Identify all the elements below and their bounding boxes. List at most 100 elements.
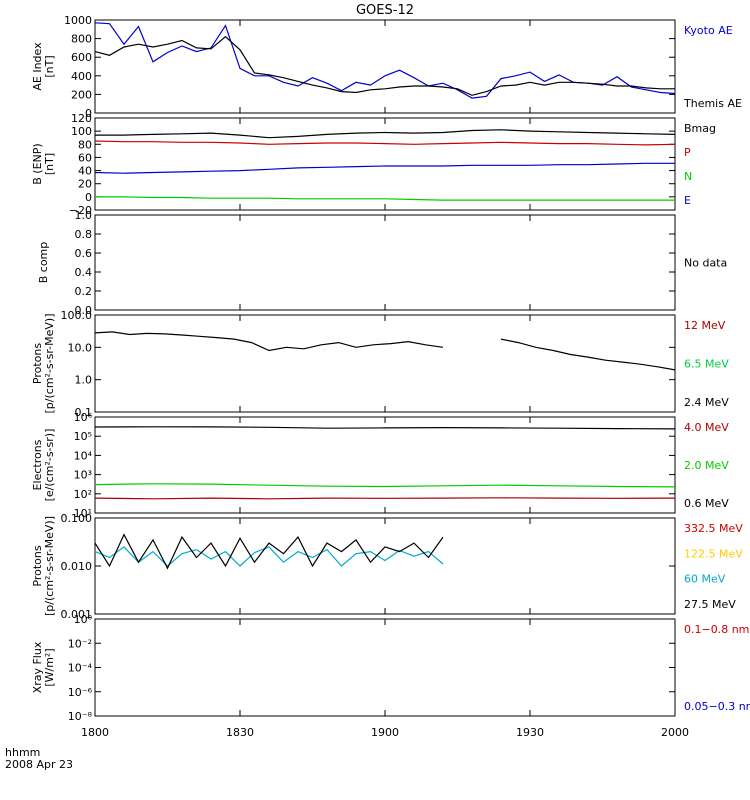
y-tick-label: 10⁴ <box>74 449 93 462</box>
y-tick-label: 10.0 <box>68 341 93 354</box>
x-axis-corner-bottom: 2008 Apr 23 <box>5 758 73 771</box>
y-tick-label: 10³ <box>74 469 92 482</box>
x-tick-label: 1830 <box>226 726 254 739</box>
y-tick-label: 0.8 <box>75 228 93 241</box>
y-tick-label: 10⁻² <box>68 637 92 650</box>
y-tick-label: 1000 <box>64 14 92 27</box>
legend: No data <box>684 257 727 270</box>
panel-ae: 0 200 400 600 800 1000 AE Index [nT] Kyoto AE The… <box>31 14 742 120</box>
legend-entry: E <box>684 194 691 207</box>
y-tick-label: 0.001 <box>61 608 93 621</box>
series-line <box>94 140 676 146</box>
legend-entry: 332.5 MeV <box>684 522 743 535</box>
y-tick-label: 0.4 <box>75 266 93 279</box>
legend: 332.5 MeV 122.5 MeV 60 MeV 27.5 MeV <box>684 522 743 611</box>
legend-entry: Kyoto AE <box>684 24 733 37</box>
x-axis: 1800 1830 1900 1930 2000 <box>81 20 689 739</box>
series-line <box>94 162 675 174</box>
x-tick-label: 1930 <box>516 726 544 739</box>
y-tick-label: 100.0 <box>61 309 93 322</box>
legend-entry: 2.0 MeV <box>684 459 729 472</box>
legend-entry: 0.1−0.8 nm <box>684 623 749 636</box>
panel-frame <box>94 618 676 717</box>
panel-frame <box>94 19 676 114</box>
series-line <box>94 533 444 570</box>
panel-bcomp: 0.0 0.2 0.4 0.6 0.8 1.0 B comp No data <box>37 209 727 317</box>
y-axis-label: B comp <box>37 242 50 284</box>
series-line <box>95 129 676 139</box>
legend-entry: P <box>684 146 691 159</box>
y-axis-label: AE Index <box>31 42 44 91</box>
y-tick-label: 10⁻⁸ <box>68 710 93 723</box>
y-tick-label: 10⁶ <box>74 411 93 424</box>
panel-frame <box>94 117 676 211</box>
series-line <box>94 22 676 99</box>
y-axis-label: B (ENP) <box>31 143 44 184</box>
x-tick-label: 1900 <box>371 726 399 739</box>
y-tick-label: 0.2 <box>75 285 93 298</box>
series-line <box>94 331 444 352</box>
y-tick-label: 10² <box>74 488 92 501</box>
series-line <box>94 35 675 96</box>
y-tick-label: 600 <box>71 51 92 64</box>
y-tick-label: 80 <box>78 138 92 151</box>
panel-xray: 10⁻⁸ 10⁻⁶ 10⁻⁴ 10⁻² 10⁰ Xray Flux [W/m²] 0.1−0.… <box>31 613 750 723</box>
series-line <box>94 497 676 500</box>
legend-entry: 0.6 MeV <box>684 497 729 510</box>
series-line <box>500 338 676 371</box>
legend: Bmag PNE <box>684 122 716 207</box>
legend: 0.1−0.8 nm 0.05−0.3 nm <box>684 623 750 713</box>
panel-frame <box>94 214 676 311</box>
y-axis-label: [e/(cm²-s-sr)] <box>43 429 56 502</box>
x-axis-corner-top: hhmm <box>5 746 40 759</box>
legend: Kyoto AE Themis AE <box>683 24 742 110</box>
x-tick-label: 2000 <box>661 726 689 739</box>
y-axis-label: Electrons <box>31 439 44 490</box>
y-tick-label: 1.0 <box>75 374 93 387</box>
y-tick-label: 400 <box>71 70 92 83</box>
y-axis-label: [nT] <box>43 153 56 175</box>
x-tick-label: 1800 <box>81 726 109 739</box>
legend-entry: 27.5 MeV <box>684 598 736 611</box>
legend-entry: 2.4 MeV <box>684 396 729 409</box>
y-tick-label: −20 <box>69 204 92 217</box>
y-axis-label: [p/(cm²-s-sr-MeV)] <box>43 516 56 616</box>
chart-title: GOES-12 <box>356 3 414 18</box>
y-tick-label: 40 <box>78 165 92 178</box>
legend-entry: Bmag <box>684 122 716 135</box>
series-line <box>95 196 675 201</box>
y-tick-label: 1.0 <box>75 209 93 222</box>
legend-entry: 122.5 MeV <box>684 547 743 560</box>
y-axis-label: Protons <box>31 545 44 586</box>
y-tick-label: 800 <box>71 33 92 46</box>
legend-entry: Themis AE <box>683 97 742 110</box>
y-axis-label: Xray Flux <box>31 641 44 693</box>
panel-protons_low: 0.1 1.0 10.0 100.0 Protons [p/(cm²-s-sr-MeV)]… <box>31 309 729 419</box>
legend-entry: 4.0 MeV <box>684 421 729 434</box>
y-tick-label: 60 <box>78 151 92 164</box>
panel-protons_high: 0.001 0.010 0.100 Protons [p/(cm²-s-sr-MeV)]… <box>31 512 743 621</box>
legend-entry: 12 MeV <box>684 319 726 332</box>
series-line <box>94 546 444 567</box>
panel-frame <box>94 517 676 615</box>
legend-entry: N <box>684 170 692 183</box>
y-tick-label: 20 <box>78 178 92 191</box>
y-tick-label: 100 <box>71 125 92 138</box>
legend-entry: 0.05−0.3 nm <box>684 700 750 713</box>
y-tick-label: 0.010 <box>61 560 93 573</box>
y-tick-label: 10⁻⁴ <box>68 662 93 675</box>
legend: 12 MeV 6.5 MeV 2.4 MeV <box>684 319 729 409</box>
y-tick-label: 120 <box>71 112 92 125</box>
no-data-label: No data <box>684 257 727 270</box>
y-tick-label: 0.6 <box>75 247 93 260</box>
series-line <box>94 426 676 430</box>
y-tick-label: 0.0 <box>75 304 93 317</box>
legend-entry: 60 MeV <box>684 573 726 586</box>
y-tick-label: 0 <box>85 191 92 204</box>
y-axis-label: [p/(cm²-s-sr-MeV)] <box>43 314 56 414</box>
panel-frame <box>94 314 676 413</box>
y-axis-label: Protons <box>31 343 44 384</box>
